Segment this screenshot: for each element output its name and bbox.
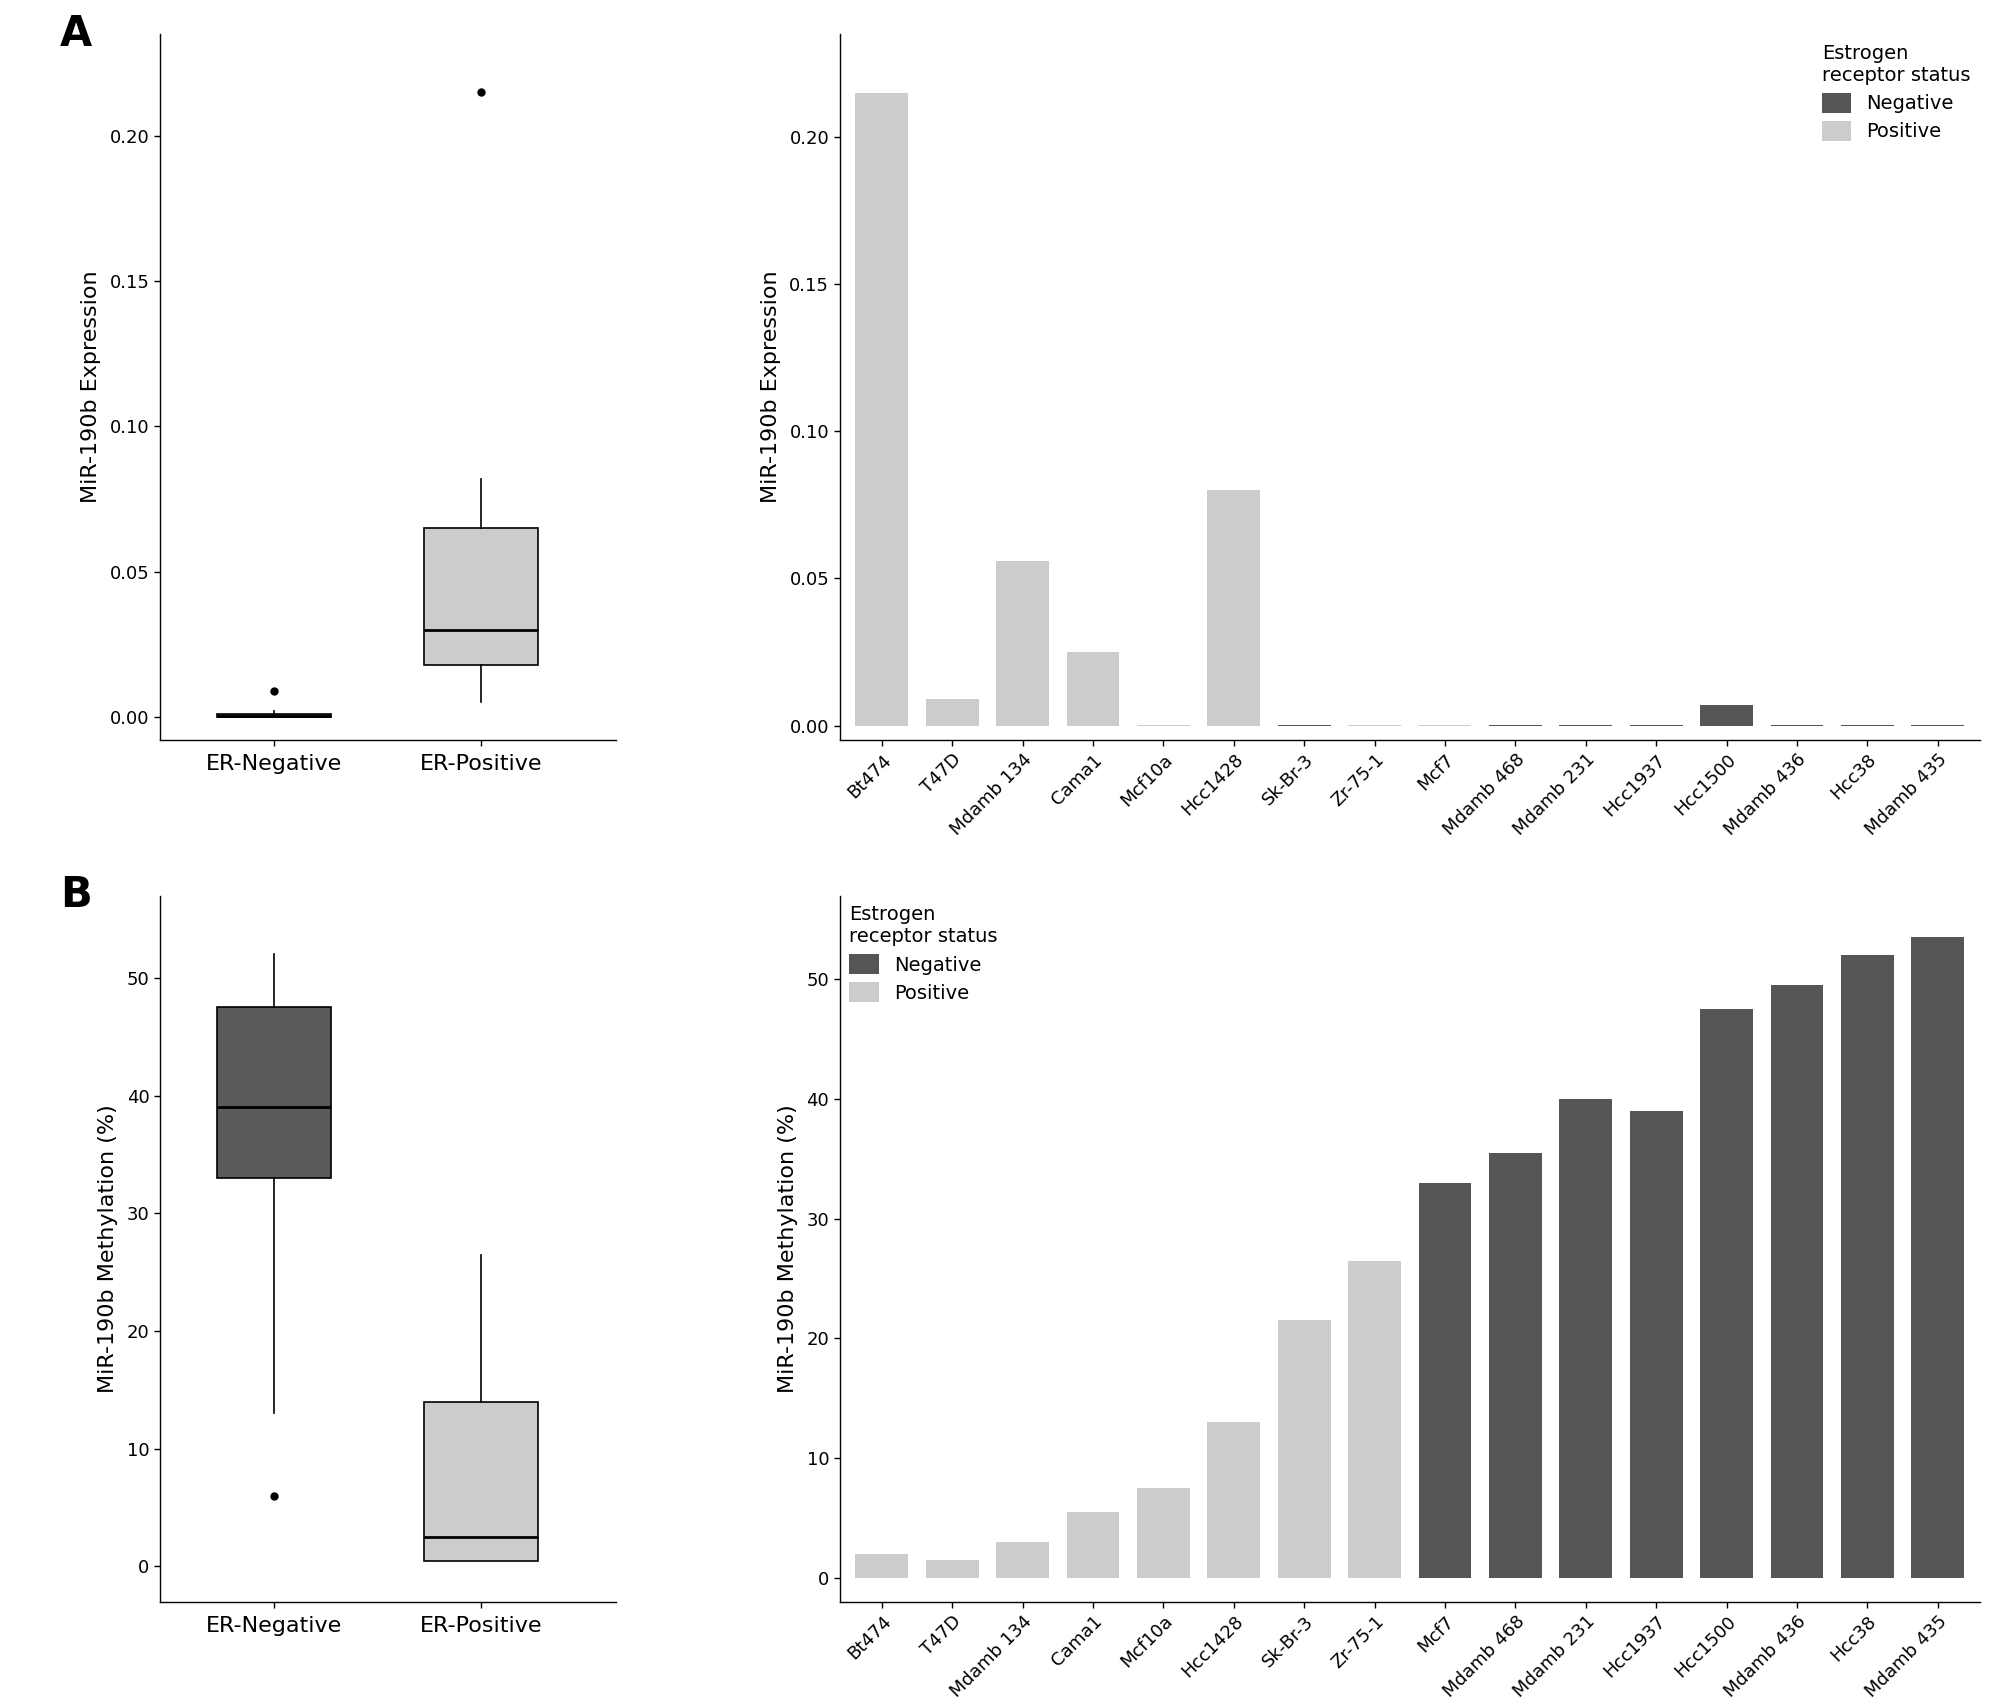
Legend: Negative, Positive: Negative, Positive (1822, 44, 1970, 141)
Y-axis label: MiR-190b Expression: MiR-190b Expression (762, 271, 782, 503)
Bar (856, 1554, 908, 1578)
Bar (1560, 1099, 1612, 1578)
Bar (1138, 1488, 1190, 1578)
Bar (996, 561, 1050, 726)
Bar (1278, 1321, 1330, 1578)
Y-axis label: MiR-190b Methylation (%): MiR-190b Methylation (%) (98, 1104, 118, 1394)
Bar (1348, 1261, 1402, 1578)
Bar (1912, 937, 1964, 1578)
Bar (1490, 1154, 1542, 1578)
Bar (218, 1007, 332, 1177)
Bar (1418, 1183, 1472, 1578)
Bar (1208, 1423, 1260, 1578)
Bar (424, 1402, 538, 1561)
Bar (424, 528, 538, 665)
Legend: Negative, Positive: Negative, Positive (850, 905, 998, 1004)
Y-axis label: MiR-190b Methylation (%): MiR-190b Methylation (%) (778, 1104, 798, 1394)
Text: A: A (60, 14, 92, 55)
Bar (1700, 1009, 1752, 1578)
Text: B: B (60, 874, 92, 917)
Bar (1840, 956, 1894, 1578)
Bar (996, 1542, 1050, 1578)
Bar (1630, 1111, 1682, 1578)
Bar (1770, 985, 1824, 1578)
Bar (1700, 705, 1752, 726)
Bar (1208, 491, 1260, 726)
Bar (218, 714, 332, 717)
Bar (926, 1559, 978, 1578)
Y-axis label: MiR-190b Expression: MiR-190b Expression (82, 271, 102, 503)
Bar (926, 699, 978, 726)
Bar (1066, 653, 1120, 726)
Bar (856, 94, 908, 726)
Bar (1066, 1511, 1120, 1578)
